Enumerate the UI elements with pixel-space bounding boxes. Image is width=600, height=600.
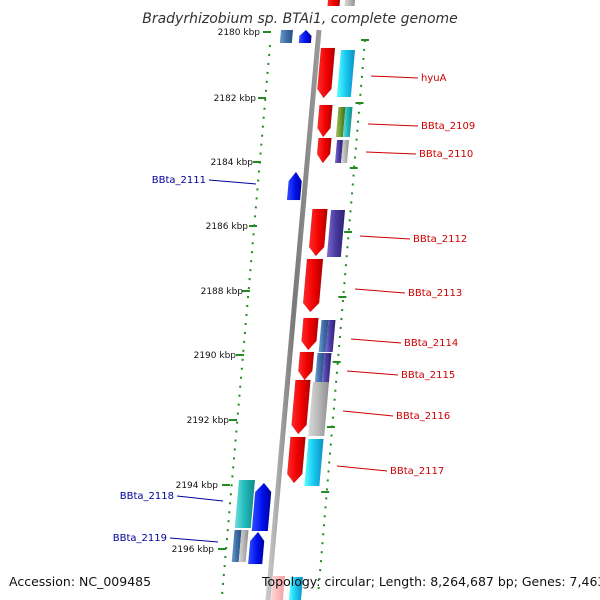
label-leader-line — [346, 370, 399, 376]
cog-block — [314, 353, 325, 382]
gene-label-right: BBta_2117 — [390, 466, 444, 477]
gene-arrow-reverse — [251, 482, 272, 532]
label-leader-line — [365, 151, 417, 155]
genome-backbone — [265, 29, 322, 600]
cog-block — [342, 107, 353, 137]
label-leader-line — [336, 465, 388, 472]
cog-block — [336, 50, 355, 97]
kbp-tick-label: 2184 kbp — [211, 158, 254, 168]
kbp-tick-label: 2194 kbp — [176, 481, 219, 491]
cog-block — [238, 530, 249, 562]
map-title: Bradyrhizobium sp. BTAi1, complete genom… — [142, 11, 458, 27]
cog-block — [288, 577, 303, 600]
cog-block — [326, 210, 345, 257]
gene-arrow-forward — [308, 208, 328, 257]
label-leader-line — [169, 537, 219, 543]
label-leader-line — [208, 179, 257, 185]
cog-block — [304, 439, 324, 486]
gene-label-right: BBta_2114 — [404, 338, 458, 349]
gene-label-right: BBta_2115 — [401, 370, 455, 381]
gene-arrow-forward — [286, 436, 306, 484]
gene-label-right: BBta_2113 — [408, 288, 462, 299]
gene-arrow-forward — [317, 104, 333, 138]
label-leader-line — [176, 495, 224, 502]
cog-block — [321, 353, 332, 382]
cog-block — [335, 107, 346, 137]
gene-label-right: hyuA — [421, 73, 447, 84]
gene-label-left: BBta_2119 — [113, 533, 167, 544]
cog-block — [234, 480, 255, 528]
label-leader-line — [354, 288, 406, 294]
label-leader-line — [367, 123, 419, 127]
gene-arrow-forward — [270, 576, 285, 600]
cog-block — [318, 320, 329, 352]
gene-arrow-reverse — [298, 29, 312, 44]
cog-block — [334, 140, 343, 163]
gene-arrow-forward — [298, 351, 315, 381]
gene-arrow-forward — [301, 317, 319, 351]
label-leader-line — [350, 338, 402, 344]
cog-block — [231, 530, 242, 562]
topology-text: Topology: circular; Length: 8,264,687 bp… — [262, 574, 600, 589]
label-leader-line — [359, 235, 411, 240]
kbp-tick-label: 2186 kbp — [206, 222, 249, 232]
gene-arrow-forward — [316, 137, 332, 164]
gene-label-left: BBta_2118 — [120, 491, 174, 502]
cog-block — [279, 30, 293, 43]
label-leader-line — [342, 410, 394, 417]
left-tick-row — [221, 44, 271, 597]
gene-arrow-forward — [302, 258, 324, 313]
gene-arrow-reverse — [286, 171, 302, 201]
cog-block — [325, 320, 336, 352]
kbp-tick-label: 2188 kbp — [201, 287, 244, 297]
cog-block — [340, 140, 349, 163]
kbp-tick-label: 2192 kbp — [187, 416, 230, 426]
gene-label-left: BBta_2111 — [152, 175, 206, 186]
gene-arrow-forward — [317, 47, 336, 99]
gene-label-right: BBta_2109 — [421, 121, 475, 132]
gene-label-right: BBta_2116 — [396, 411, 450, 422]
gene-arrow-forward — [327, 0, 340, 6]
gene-label-right: BBta_2110 — [419, 149, 473, 160]
accession-text: Accession: NC_009485 — [9, 574, 152, 589]
kbp-tick-label: 2180 kbp — [218, 28, 261, 38]
gene-arrow-forward — [291, 379, 311, 435]
kbp-tick-label: 2196 kbp — [172, 545, 215, 555]
cog-block — [308, 382, 329, 436]
kbp-tick-label: 2190 kbp — [194, 351, 237, 361]
gene-label-right: BBta_2112 — [413, 234, 467, 245]
cog-block — [344, 0, 355, 6]
kbp-tick-label: 2182 kbp — [214, 94, 257, 104]
label-leader-line — [370, 75, 419, 79]
gene-arrow-reverse — [247, 531, 265, 565]
